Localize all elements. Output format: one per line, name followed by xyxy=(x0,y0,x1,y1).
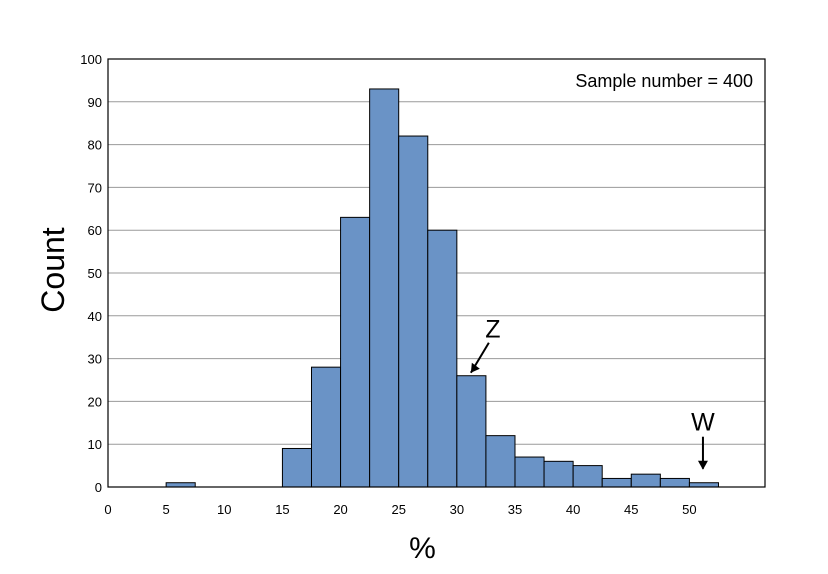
y-axis-label: Count xyxy=(35,227,71,313)
annotation-arrowhead-w xyxy=(697,460,708,470)
x-tick-label: 35 xyxy=(508,502,522,517)
histogram-bar xyxy=(398,135,429,488)
y-tick-label: 70 xyxy=(88,180,102,195)
annotation-label-z: Z xyxy=(485,316,500,344)
y-tick-label: 30 xyxy=(88,352,102,367)
histogram-bar xyxy=(601,477,632,488)
histogram-bar xyxy=(688,482,719,488)
histogram-bar xyxy=(630,473,661,488)
y-tick-label: 100 xyxy=(80,52,102,67)
x-tick-label: 5 xyxy=(163,502,170,517)
histogram-bar xyxy=(456,375,487,488)
histogram-bars xyxy=(165,88,719,488)
annotation-label-w: W xyxy=(691,409,715,437)
histogram-bar xyxy=(659,477,690,488)
sample-number-label: Sample number = 400 xyxy=(575,71,753,91)
x-tick-label: 10 xyxy=(217,502,231,517)
x-tick-label: 25 xyxy=(391,502,405,517)
histogram-bar xyxy=(281,447,312,488)
x-tick-labels: 0 5 10 15 20 25 30 35 40 45 50 xyxy=(104,502,696,517)
histogram-bar xyxy=(572,465,603,488)
x-tick-label: 30 xyxy=(450,502,464,517)
x-axis-label: % xyxy=(409,532,436,565)
annotation-arrowhead-z xyxy=(470,362,480,373)
x-tick-label: 40 xyxy=(566,502,580,517)
y-tick-label: 90 xyxy=(88,95,102,110)
histogram-bar xyxy=(369,88,400,488)
plot-frame xyxy=(107,58,766,488)
y-tick-label: 10 xyxy=(88,437,102,452)
y-tick-labels: 0 10 20 30 40 50 60 70 80 90 100 xyxy=(80,52,102,495)
y-tick-label: 60 xyxy=(88,223,102,238)
y-tick-label: 50 xyxy=(88,266,102,281)
x-tick-label: 45 xyxy=(624,502,638,517)
histogram-bar xyxy=(427,229,458,488)
x-tick-label: 20 xyxy=(333,502,347,517)
x-tick-label: 0 xyxy=(104,502,111,517)
histogram-bar xyxy=(165,482,196,488)
y-tick-label: 20 xyxy=(88,394,102,409)
histogram-bar xyxy=(485,435,516,488)
histogram-bar xyxy=(340,216,371,488)
histogram-bar xyxy=(514,456,545,488)
histogram-bar xyxy=(310,366,342,488)
y-tick-label: 0 xyxy=(95,480,102,495)
annotations: ZW xyxy=(469,316,715,470)
y-tick-label: 80 xyxy=(88,138,102,153)
x-tick-label: 50 xyxy=(682,502,696,517)
y-tick-label: 40 xyxy=(88,309,102,324)
histogram-bar xyxy=(543,460,574,488)
x-tick-label: 15 xyxy=(275,502,289,517)
